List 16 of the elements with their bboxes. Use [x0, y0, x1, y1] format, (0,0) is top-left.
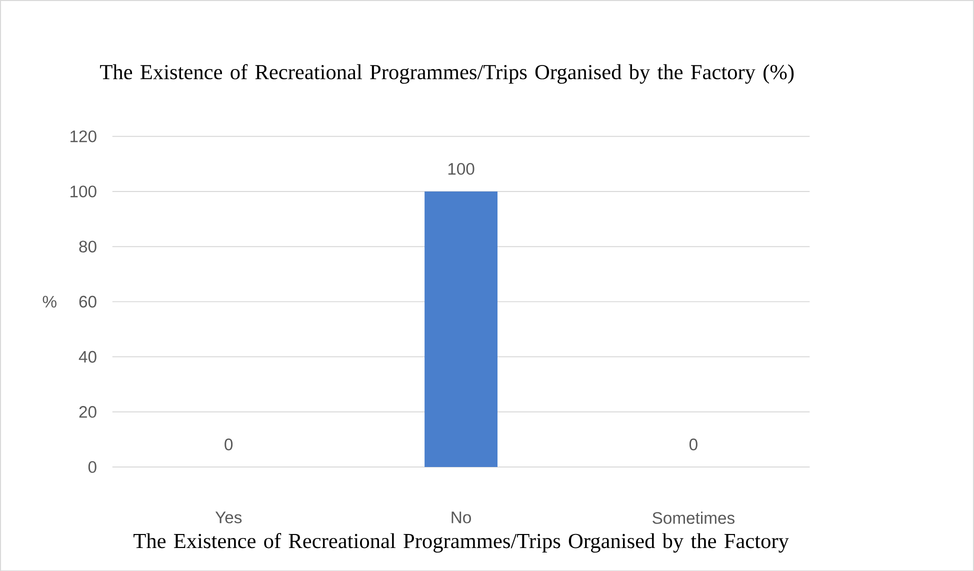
y-tick-label: 20: [79, 406, 96, 418]
x-tick-label: No: [452, 511, 471, 524]
y-tick-label: 0: [88, 460, 96, 473]
y-tick-label: 120: [70, 130, 96, 142]
y-tick-label: 60: [79, 296, 96, 308]
y-tick-label: 40: [78, 350, 96, 362]
data-label: 100: [448, 162, 474, 175]
y-tick-label: 80: [79, 240, 96, 252]
data-label: 0: [689, 438, 698, 450]
x-tick-label: Yes: [215, 511, 242, 524]
y-tick-label: 100: [70, 185, 96, 198]
x-axis-title: The Existence of Recreational Programmes/Trips Organised by the Factory: [134, 532, 789, 552]
x-tick-label: Sometimes: [652, 511, 734, 524]
data-label: 0: [224, 438, 233, 450]
chart-title: The Existence of Recreational Programmes/Trips Organised by the Factory (%): [100, 64, 794, 84]
y-axis-title: %: [42, 296, 56, 308]
